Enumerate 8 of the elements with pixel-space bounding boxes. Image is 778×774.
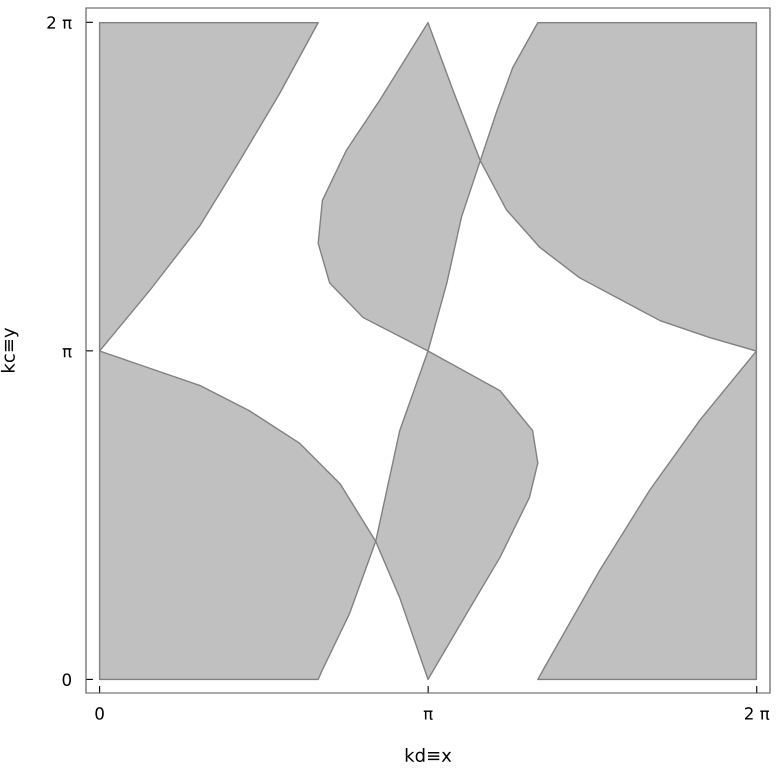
x-axis-title: kd≡x (406, 748, 452, 762)
x-tick-label: 2 π (744, 707, 770, 720)
x-tick-label: 0 (95, 707, 104, 720)
y-tick-label: π (62, 348, 72, 358)
y-axis-title: kc≡y (0, 328, 18, 372)
y-tick-label: 2 π (47, 16, 72, 29)
y-tick-label: 0 (62, 673, 72, 686)
x-tick-label: π (424, 710, 433, 720)
